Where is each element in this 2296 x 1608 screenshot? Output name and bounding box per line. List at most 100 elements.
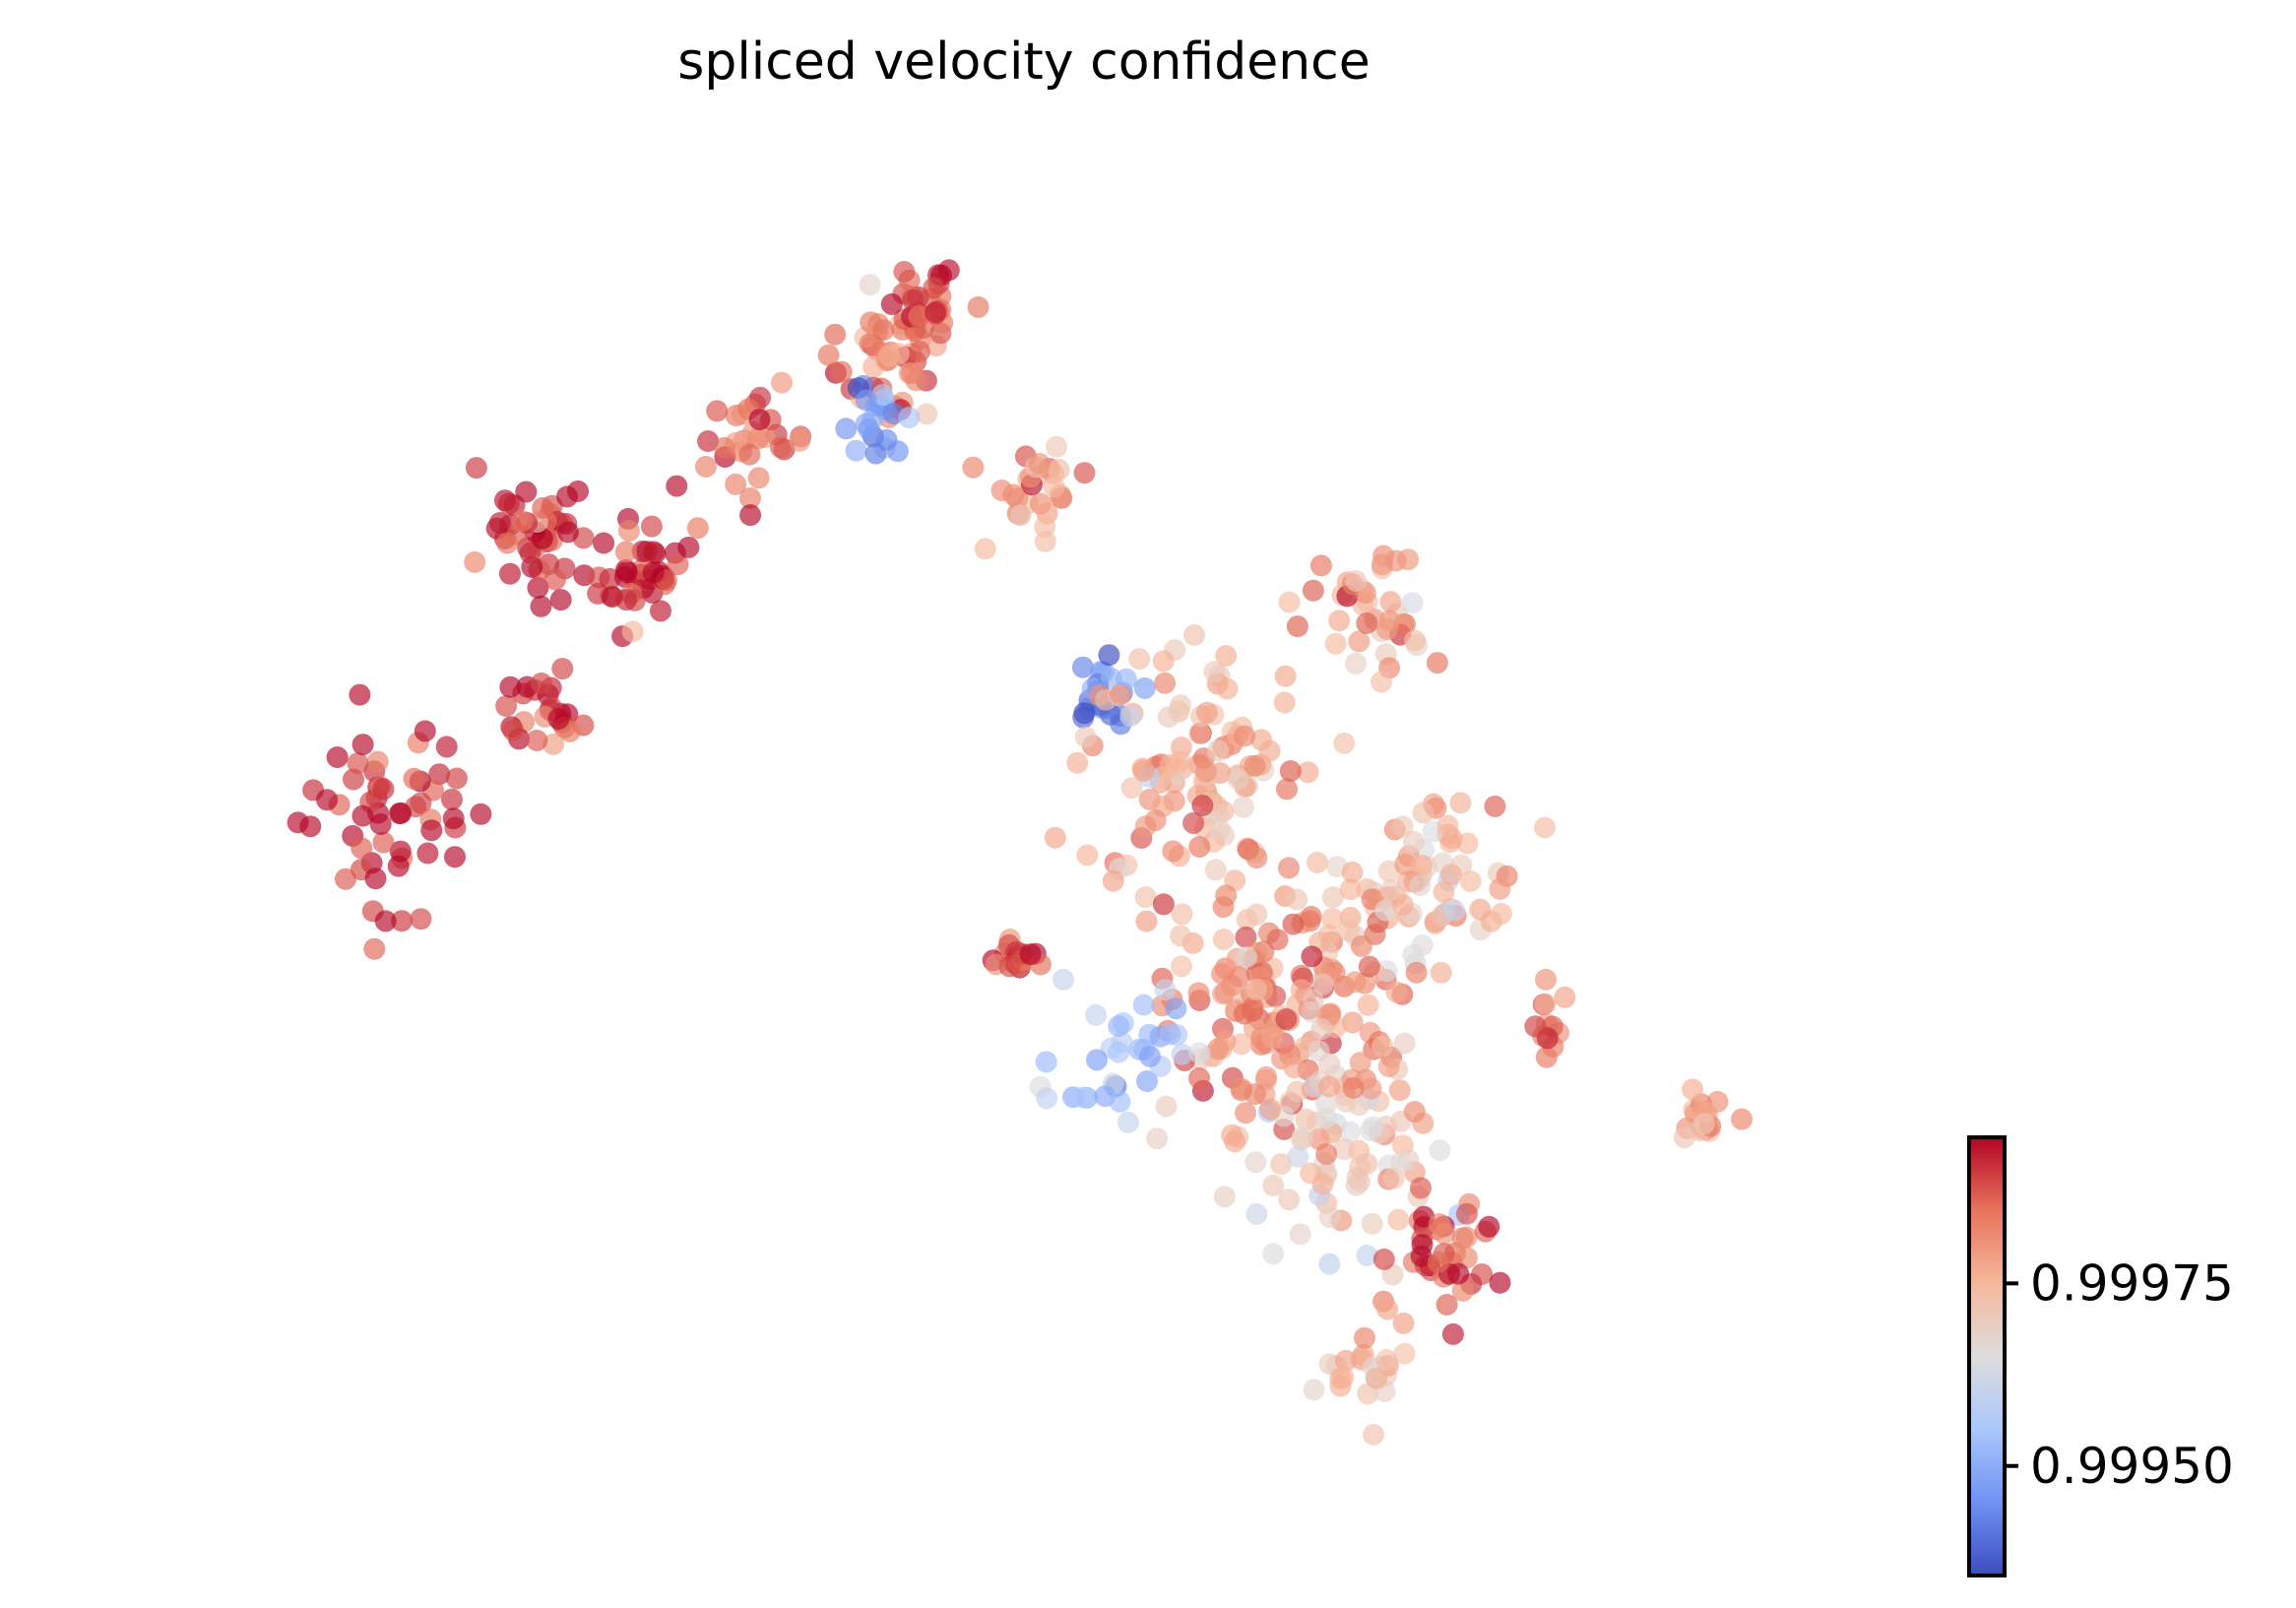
scatter-point (962, 456, 985, 479)
scatter-point (1109, 683, 1131, 706)
scatter-point (1286, 888, 1308, 911)
scatter-point (1283, 1057, 1306, 1079)
scatter-point (1232, 796, 1254, 818)
scatter-point (1157, 706, 1180, 729)
scatter-point (855, 389, 877, 412)
scatter-point (1302, 579, 1324, 602)
scatter-point (1342, 1076, 1365, 1099)
scatter-point (1302, 989, 1324, 1011)
scatter-point (1109, 1090, 1131, 1113)
scatter-point (544, 568, 566, 591)
scatter-point (1371, 553, 1393, 576)
scatter-point (1303, 1379, 1325, 1401)
scatter-point (1187, 982, 1210, 1004)
scatter-point (642, 561, 665, 584)
scatter-point (1371, 671, 1393, 693)
scatter-point (1297, 761, 1319, 784)
scatter-point (1318, 1206, 1341, 1229)
scatter-point (1009, 504, 1032, 527)
scatter-point (706, 400, 729, 422)
scatter-point (1108, 1041, 1130, 1063)
scatter-point (1188, 1067, 1211, 1089)
scatter-point (1459, 870, 1482, 892)
scatter-point (372, 778, 395, 801)
scatter-point (1387, 1208, 1410, 1231)
scatter-point (1489, 1271, 1511, 1294)
scatter-point (387, 855, 410, 877)
scatter-point (1393, 1342, 1416, 1365)
scatter-point (1403, 830, 1425, 853)
scatter-point (366, 750, 389, 773)
scatter-point (1333, 1138, 1356, 1161)
scatter-point (1207, 1038, 1230, 1061)
scatter-point (420, 819, 443, 842)
scatter-point (1155, 1095, 1178, 1118)
scatter-point (1134, 886, 1157, 908)
scatter-point (835, 418, 858, 440)
scatter-point (1262, 1243, 1285, 1265)
scatter-point (739, 486, 761, 509)
scatter-point (390, 802, 413, 824)
scatter-point (1208, 818, 1231, 840)
scatter-point (1074, 726, 1097, 748)
scatter-point (1321, 886, 1344, 909)
scatter-point (1286, 615, 1308, 638)
scatter-point (1318, 1253, 1341, 1275)
scatter-point (1404, 629, 1427, 652)
scatter-point (1430, 961, 1452, 984)
scatter-point (1266, 929, 1289, 951)
scatter-point (1328, 610, 1351, 632)
scatter-point (1276, 778, 1298, 801)
scatter-point (1108, 1015, 1130, 1038)
scatter-point (299, 815, 322, 838)
scatter-point (435, 736, 458, 758)
scatter-point (1357, 994, 1379, 1016)
scatter-point (530, 595, 552, 617)
scatter-point (1048, 458, 1070, 481)
scatter-point (1139, 1045, 1161, 1067)
scatter-point (1212, 928, 1235, 950)
scatter-point (1116, 1111, 1139, 1133)
scatter-point (496, 532, 519, 554)
scatter-point (530, 672, 552, 694)
scatter-point (1535, 968, 1557, 991)
scatter-point (1534, 816, 1556, 839)
scatter-point (1119, 705, 1142, 728)
scatter-point (1100, 667, 1122, 689)
scatter-point (1337, 920, 1360, 942)
scatter-point (1341, 861, 1364, 883)
scatter-point (858, 418, 880, 440)
scatter-point (739, 504, 762, 527)
scatter-point (1356, 1244, 1378, 1266)
scatter-point (1350, 934, 1372, 957)
scatter-point (617, 520, 640, 542)
scatter-point (1554, 986, 1576, 1008)
scatter-point (1278, 591, 1301, 613)
scatter-point (1392, 1312, 1415, 1334)
scatter-point (1345, 652, 1368, 675)
scatter-point (1447, 1262, 1470, 1285)
scatter-point (1451, 1227, 1474, 1250)
scatter-point (1144, 809, 1167, 831)
scatter-point (1212, 896, 1235, 919)
scatter-point (1433, 880, 1455, 903)
scatter-point (326, 746, 349, 768)
scatter-point (1524, 1015, 1547, 1038)
scatter-point (1310, 1018, 1333, 1041)
scatter-point (316, 789, 339, 811)
scatter-point (1345, 569, 1368, 592)
scatter-point (1535, 1046, 1558, 1068)
scatter-point (1321, 907, 1344, 930)
scatter-point (1428, 1213, 1450, 1235)
scatter-point (900, 362, 923, 384)
scatter-point (1441, 1322, 1464, 1345)
scatter-point (1146, 1127, 1169, 1150)
scatter-point (1066, 751, 1089, 774)
scatter-point (1315, 1143, 1338, 1165)
scatter-point (511, 510, 534, 533)
scatter-point (1171, 1043, 1193, 1065)
scatter-point (1307, 852, 1328, 873)
scatter-point (1278, 1189, 1301, 1211)
scatter-point (845, 439, 867, 462)
scatter-point (1255, 1065, 1278, 1088)
